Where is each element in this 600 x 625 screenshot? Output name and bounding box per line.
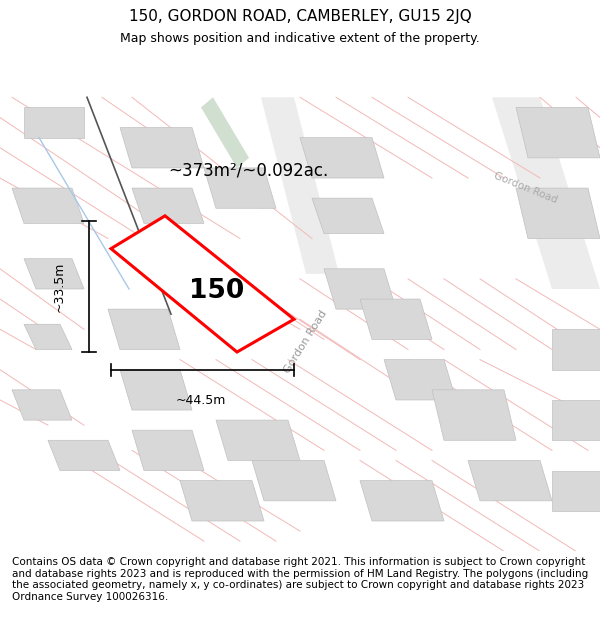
Polygon shape bbox=[48, 440, 120, 471]
Text: Contains OS data © Crown copyright and database right 2021. This information is : Contains OS data © Crown copyright and d… bbox=[12, 557, 588, 602]
Text: Map shows position and indicative extent of the property.: Map shows position and indicative extent… bbox=[120, 32, 480, 45]
Polygon shape bbox=[432, 390, 516, 440]
Polygon shape bbox=[24, 324, 72, 349]
Polygon shape bbox=[12, 390, 72, 420]
Text: 150: 150 bbox=[189, 279, 244, 304]
Polygon shape bbox=[108, 309, 180, 349]
Polygon shape bbox=[12, 188, 84, 223]
Text: Gordon Road: Gordon Road bbox=[492, 171, 558, 206]
Polygon shape bbox=[384, 359, 456, 400]
Polygon shape bbox=[552, 329, 600, 369]
Text: ~33.5m: ~33.5m bbox=[52, 261, 65, 312]
Polygon shape bbox=[132, 430, 204, 471]
Polygon shape bbox=[360, 299, 432, 339]
Text: ~44.5m: ~44.5m bbox=[176, 394, 226, 407]
Polygon shape bbox=[360, 481, 444, 521]
Polygon shape bbox=[261, 98, 339, 274]
Polygon shape bbox=[492, 98, 600, 289]
Polygon shape bbox=[468, 461, 552, 501]
Polygon shape bbox=[180, 481, 264, 521]
Polygon shape bbox=[252, 461, 336, 501]
Polygon shape bbox=[552, 400, 600, 440]
Polygon shape bbox=[132, 188, 204, 223]
Polygon shape bbox=[516, 188, 600, 239]
Polygon shape bbox=[204, 168, 276, 208]
Text: Gordon Road: Gordon Road bbox=[283, 309, 329, 375]
Polygon shape bbox=[516, 107, 600, 158]
Polygon shape bbox=[120, 369, 192, 410]
Polygon shape bbox=[24, 259, 84, 289]
Polygon shape bbox=[111, 216, 294, 352]
Polygon shape bbox=[201, 98, 249, 168]
Polygon shape bbox=[300, 138, 384, 178]
Text: ~373m²/~0.092ac.: ~373m²/~0.092ac. bbox=[168, 161, 328, 179]
Polygon shape bbox=[312, 198, 384, 234]
Polygon shape bbox=[216, 420, 300, 461]
Text: 150, GORDON ROAD, CAMBERLEY, GU15 2JQ: 150, GORDON ROAD, CAMBERLEY, GU15 2JQ bbox=[128, 9, 472, 24]
Polygon shape bbox=[324, 269, 396, 309]
Polygon shape bbox=[24, 107, 84, 138]
Polygon shape bbox=[120, 127, 204, 168]
Polygon shape bbox=[552, 471, 600, 511]
